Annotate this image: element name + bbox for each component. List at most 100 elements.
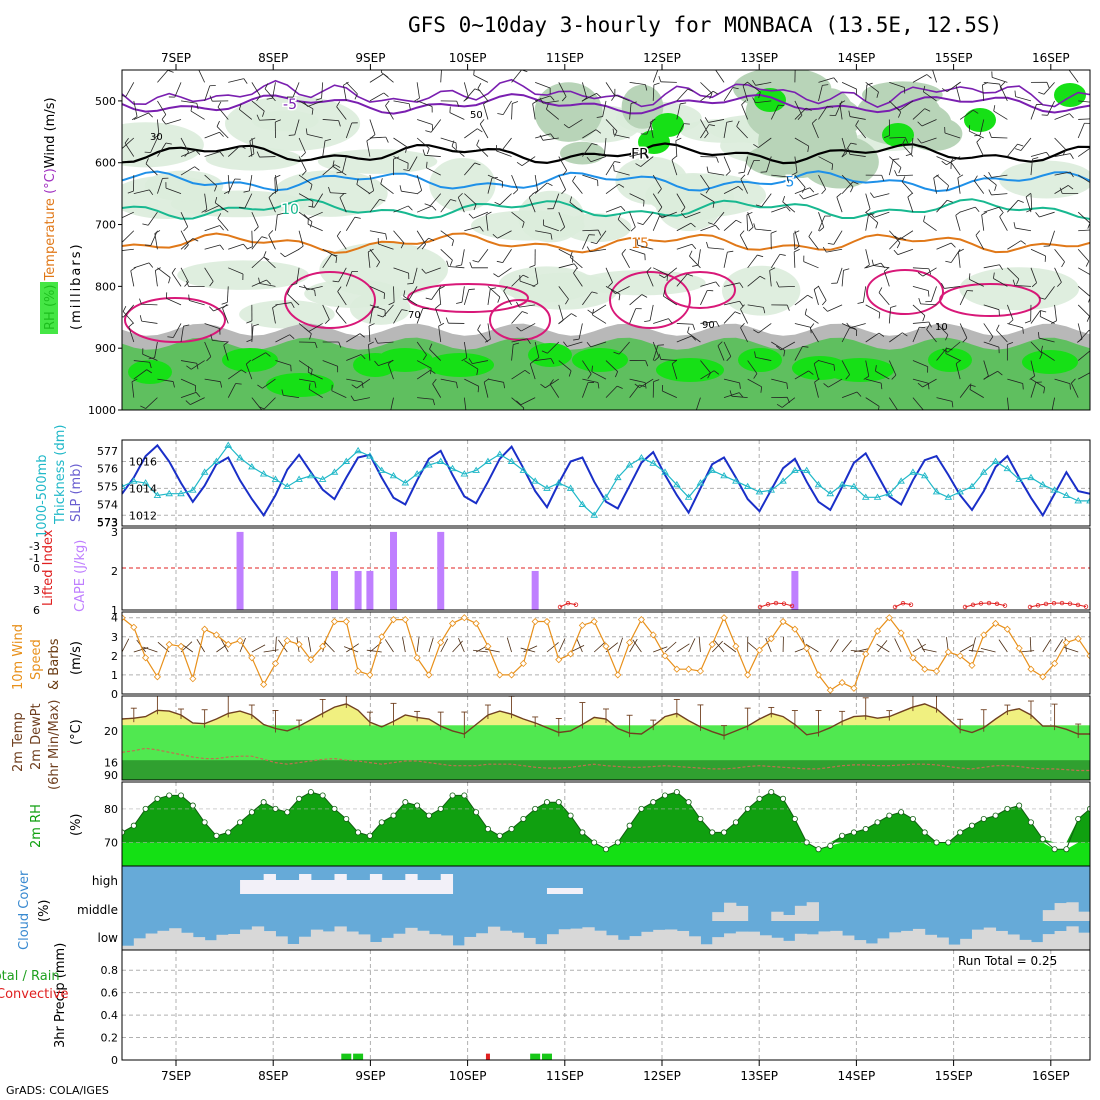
- wind-barb: [888, 360, 897, 376]
- wind-barb: [841, 360, 850, 375]
- wind-barb: [284, 248, 300, 258]
- wind-barb: [1030, 151, 1047, 157]
- rh2m-marker: [437, 805, 444, 812]
- wind10m-marker: [755, 646, 764, 654]
- wind-barb-feather: [496, 260, 503, 263]
- rh-light-patch: [999, 160, 1090, 199]
- wind10m-barb: [546, 642, 559, 653]
- wind-barb: [983, 323, 994, 337]
- wind-barb-feather: [907, 192, 913, 198]
- precip-tick: 0.4: [101, 1009, 119, 1022]
- wind-barb-feather: [360, 354, 366, 360]
- wind-barb: [145, 397, 158, 409]
- wind-barb: [1015, 96, 1032, 102]
- wind-barb-feather: [165, 142, 172, 145]
- wind-barb: [535, 81, 551, 89]
- precip-tick: 0: [111, 1054, 118, 1067]
- thickness-marker: [578, 500, 587, 507]
- rh2m-marker: [555, 799, 562, 806]
- wind-barb-feather: [186, 280, 190, 287]
- cloud-low-block: [735, 931, 749, 950]
- wind-barb: [700, 290, 708, 306]
- wind-barb-feather: [522, 221, 525, 228]
- wind-barb: [1078, 118, 1090, 120]
- precip-tick: 0.6: [101, 987, 119, 1000]
- wind-barb: [771, 378, 787, 384]
- wind-barb-feather: [819, 226, 825, 232]
- wind10m-barb: [458, 638, 465, 653]
- wind-barb: [936, 323, 949, 336]
- wind-barb: [263, 256, 276, 269]
- wind-barb: [558, 212, 566, 228]
- wind-barb-feather: [848, 110, 851, 117]
- wind-barb: [652, 193, 663, 208]
- rh2m-marker: [1039, 836, 1046, 843]
- wind-barb-feather: [613, 164, 615, 171]
- wind-barb-feather: [432, 399, 436, 406]
- wind-barb: [936, 174, 949, 186]
- wind-barb-feather: [741, 100, 747, 105]
- cloud-low-block: [157, 930, 170, 950]
- wind-barb: [1007, 323, 1023, 329]
- wind-barb-feather: [1025, 192, 1032, 198]
- wind-barb: [770, 104, 779, 120]
- wind-barb: [154, 341, 158, 358]
- temp-axis-label-a: 2m Temp: [11, 712, 26, 772]
- wind-barb-feather: [591, 291, 598, 294]
- wind10m-marker: [543, 617, 551, 626]
- wind10m-marker: [956, 652, 964, 660]
- wind10m-barb: [805, 643, 819, 653]
- wind-barb-feather: [634, 383, 640, 388]
- wind-barb-feather: [563, 341, 568, 347]
- wind-barb-feather: [941, 160, 947, 166]
- wind-barb: [618, 341, 630, 355]
- wind-barb: [464, 128, 478, 139]
- wind10m-marker: [330, 617, 339, 626]
- wind-barb-feather: [188, 294, 190, 301]
- wind-barb-feather: [618, 294, 621, 301]
- wind10m-marker: [708, 640, 716, 648]
- cloud-low-block: [724, 933, 737, 950]
- rh2m-marker: [248, 809, 255, 816]
- wind-barb: [369, 304, 386, 311]
- thickness-marker: [649, 459, 658, 466]
- wind-barb: [591, 371, 607, 380]
- wind-barb: [865, 214, 869, 231]
- wind-barb-feather: [645, 84, 648, 91]
- wind-barb: [322, 248, 337, 258]
- wind-barb: [653, 267, 668, 276]
- lifted-index-trace: [894, 602, 912, 608]
- wind-barb-feather: [380, 70, 383, 73]
- wind-barb: [676, 193, 686, 208]
- wind-barb-feather: [243, 78, 248, 84]
- wind-barb: [346, 378, 363, 383]
- wind-barb: [676, 243, 693, 250]
- wind-barb-feather: [1014, 90, 1016, 97]
- wind-barb: [700, 360, 711, 374]
- wind-barb: [133, 100, 138, 117]
- cloud-low-block: [428, 934, 442, 950]
- rh2m-marker: [756, 795, 763, 802]
- wind-barb-feather: [220, 381, 223, 388]
- thickness-marker: [566, 484, 575, 491]
- rh-light-patch: [959, 267, 1080, 311]
- wind-barb: [700, 174, 710, 189]
- wind-barb: [558, 156, 568, 171]
- isotherm-20-contour: [664, 271, 736, 309]
- cloud-panel: [122, 866, 1091, 950]
- wind-barb-feather: [955, 81, 962, 86]
- wind-barb: [592, 314, 607, 324]
- wind-barb: [582, 360, 592, 375]
- wind-barb-feather: [122, 305, 127, 312]
- wind-barb-feather: [753, 143, 759, 148]
- thickness-marker: [200, 468, 209, 475]
- wind-barb: [742, 85, 749, 102]
- wind-barb: [1030, 193, 1033, 210]
- wind-barb-feather: [550, 95, 555, 101]
- cape-bar: [330, 570, 338, 610]
- wind-barb-feather: [945, 260, 952, 263]
- wind-barb-feather: [845, 374, 850, 380]
- wind-barb-feather: [807, 294, 813, 299]
- wind-barb: [983, 206, 1000, 213]
- wind-barb: [926, 329, 937, 343]
